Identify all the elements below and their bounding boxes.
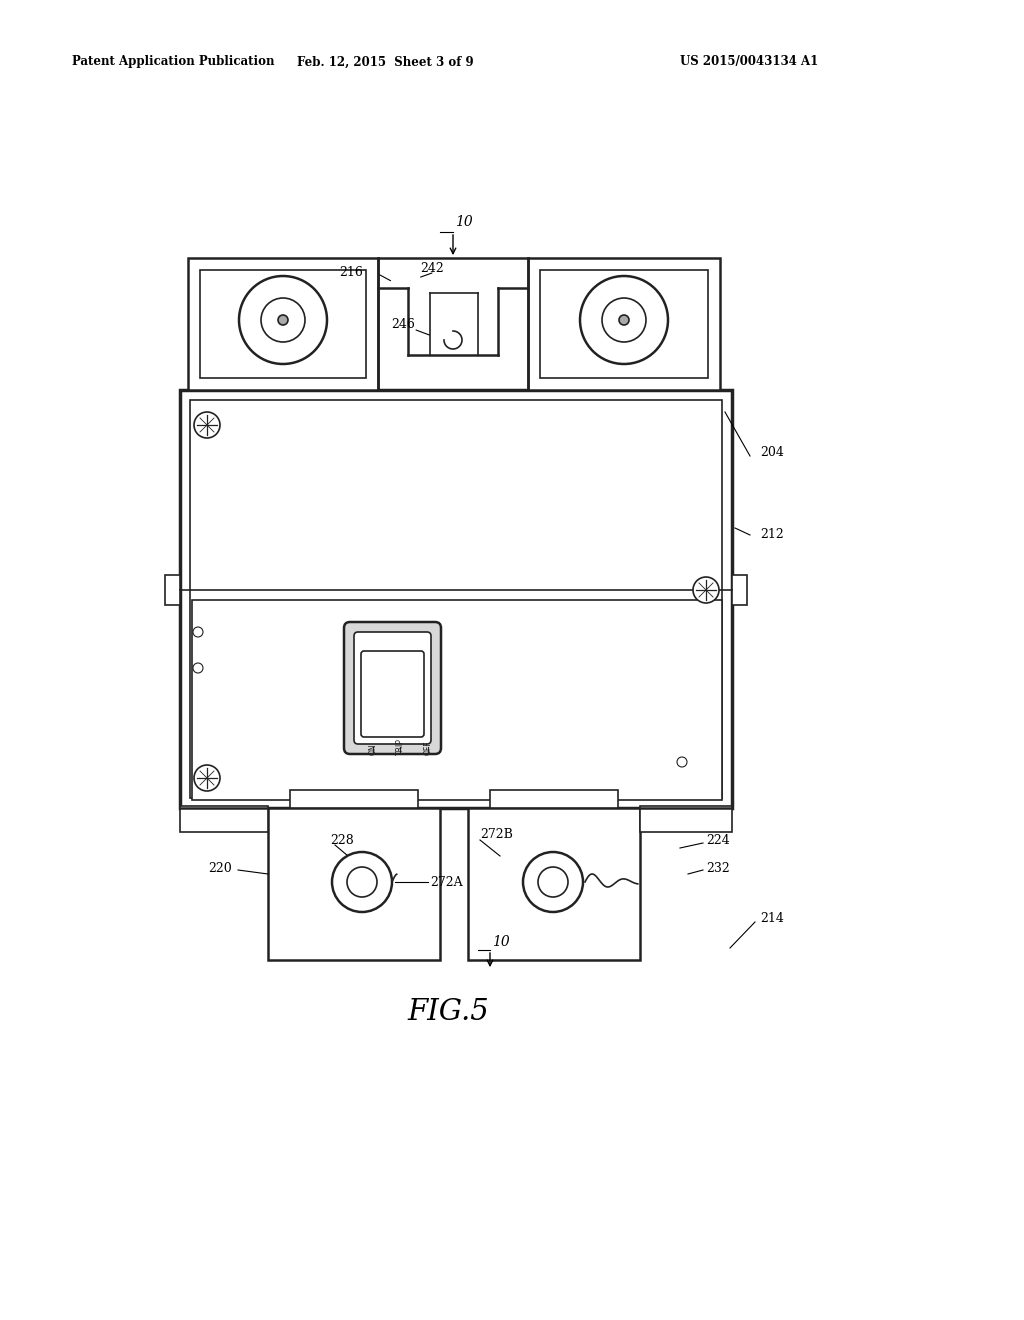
Circle shape — [261, 298, 305, 342]
Text: 216: 216 — [339, 265, 362, 279]
Text: 272B: 272B — [480, 829, 513, 842]
Text: 224: 224 — [706, 833, 730, 846]
Text: 272A: 272A — [430, 875, 463, 888]
Bar — [180, 807, 268, 832]
Bar — [732, 576, 746, 605]
Circle shape — [693, 577, 719, 603]
Bar — [165, 576, 180, 605]
Text: 204: 204 — [760, 446, 784, 458]
Bar — [268, 808, 440, 960]
Circle shape — [580, 276, 668, 364]
Text: 246: 246 — [391, 318, 415, 331]
Circle shape — [523, 851, 583, 912]
Circle shape — [194, 412, 220, 438]
Circle shape — [347, 867, 377, 898]
Text: 212: 212 — [760, 528, 783, 541]
Bar — [193, 601, 722, 800]
FancyBboxPatch shape — [344, 622, 441, 754]
Text: 220: 220 — [208, 862, 232, 874]
Circle shape — [538, 867, 568, 898]
Text: TRIP: TRIP — [395, 738, 404, 755]
Circle shape — [239, 276, 327, 364]
Bar — [540, 271, 708, 378]
Text: Feb. 12, 2015  Sheet 3 of 9: Feb. 12, 2015 Sheet 3 of 9 — [297, 55, 473, 69]
Text: ON: ON — [369, 743, 378, 755]
Circle shape — [602, 298, 646, 342]
Text: 10: 10 — [492, 935, 510, 949]
Bar — [528, 257, 720, 389]
Circle shape — [677, 756, 687, 767]
Text: US 2015/0043134 A1: US 2015/0043134 A1 — [680, 55, 818, 69]
Circle shape — [194, 766, 220, 791]
Text: Patent Application Publication: Patent Application Publication — [72, 55, 274, 69]
Text: 228: 228 — [330, 833, 353, 846]
Bar — [468, 808, 640, 960]
Text: 232: 232 — [706, 862, 730, 874]
FancyBboxPatch shape — [361, 651, 424, 737]
Text: 10: 10 — [455, 215, 473, 228]
Circle shape — [618, 315, 629, 325]
Bar — [190, 400, 722, 799]
Text: 214: 214 — [760, 912, 784, 924]
Bar — [490, 789, 618, 808]
Bar — [290, 789, 418, 808]
Bar — [200, 271, 366, 378]
Circle shape — [193, 663, 203, 673]
Bar — [640, 807, 732, 832]
Text: 242: 242 — [420, 261, 443, 275]
FancyBboxPatch shape — [354, 632, 431, 744]
Bar — [180, 389, 732, 808]
Text: FIG.5: FIG.5 — [408, 998, 488, 1026]
Circle shape — [193, 627, 203, 638]
Bar — [188, 257, 378, 389]
Circle shape — [278, 315, 288, 325]
Text: OFF: OFF — [424, 741, 432, 755]
Circle shape — [332, 851, 392, 912]
